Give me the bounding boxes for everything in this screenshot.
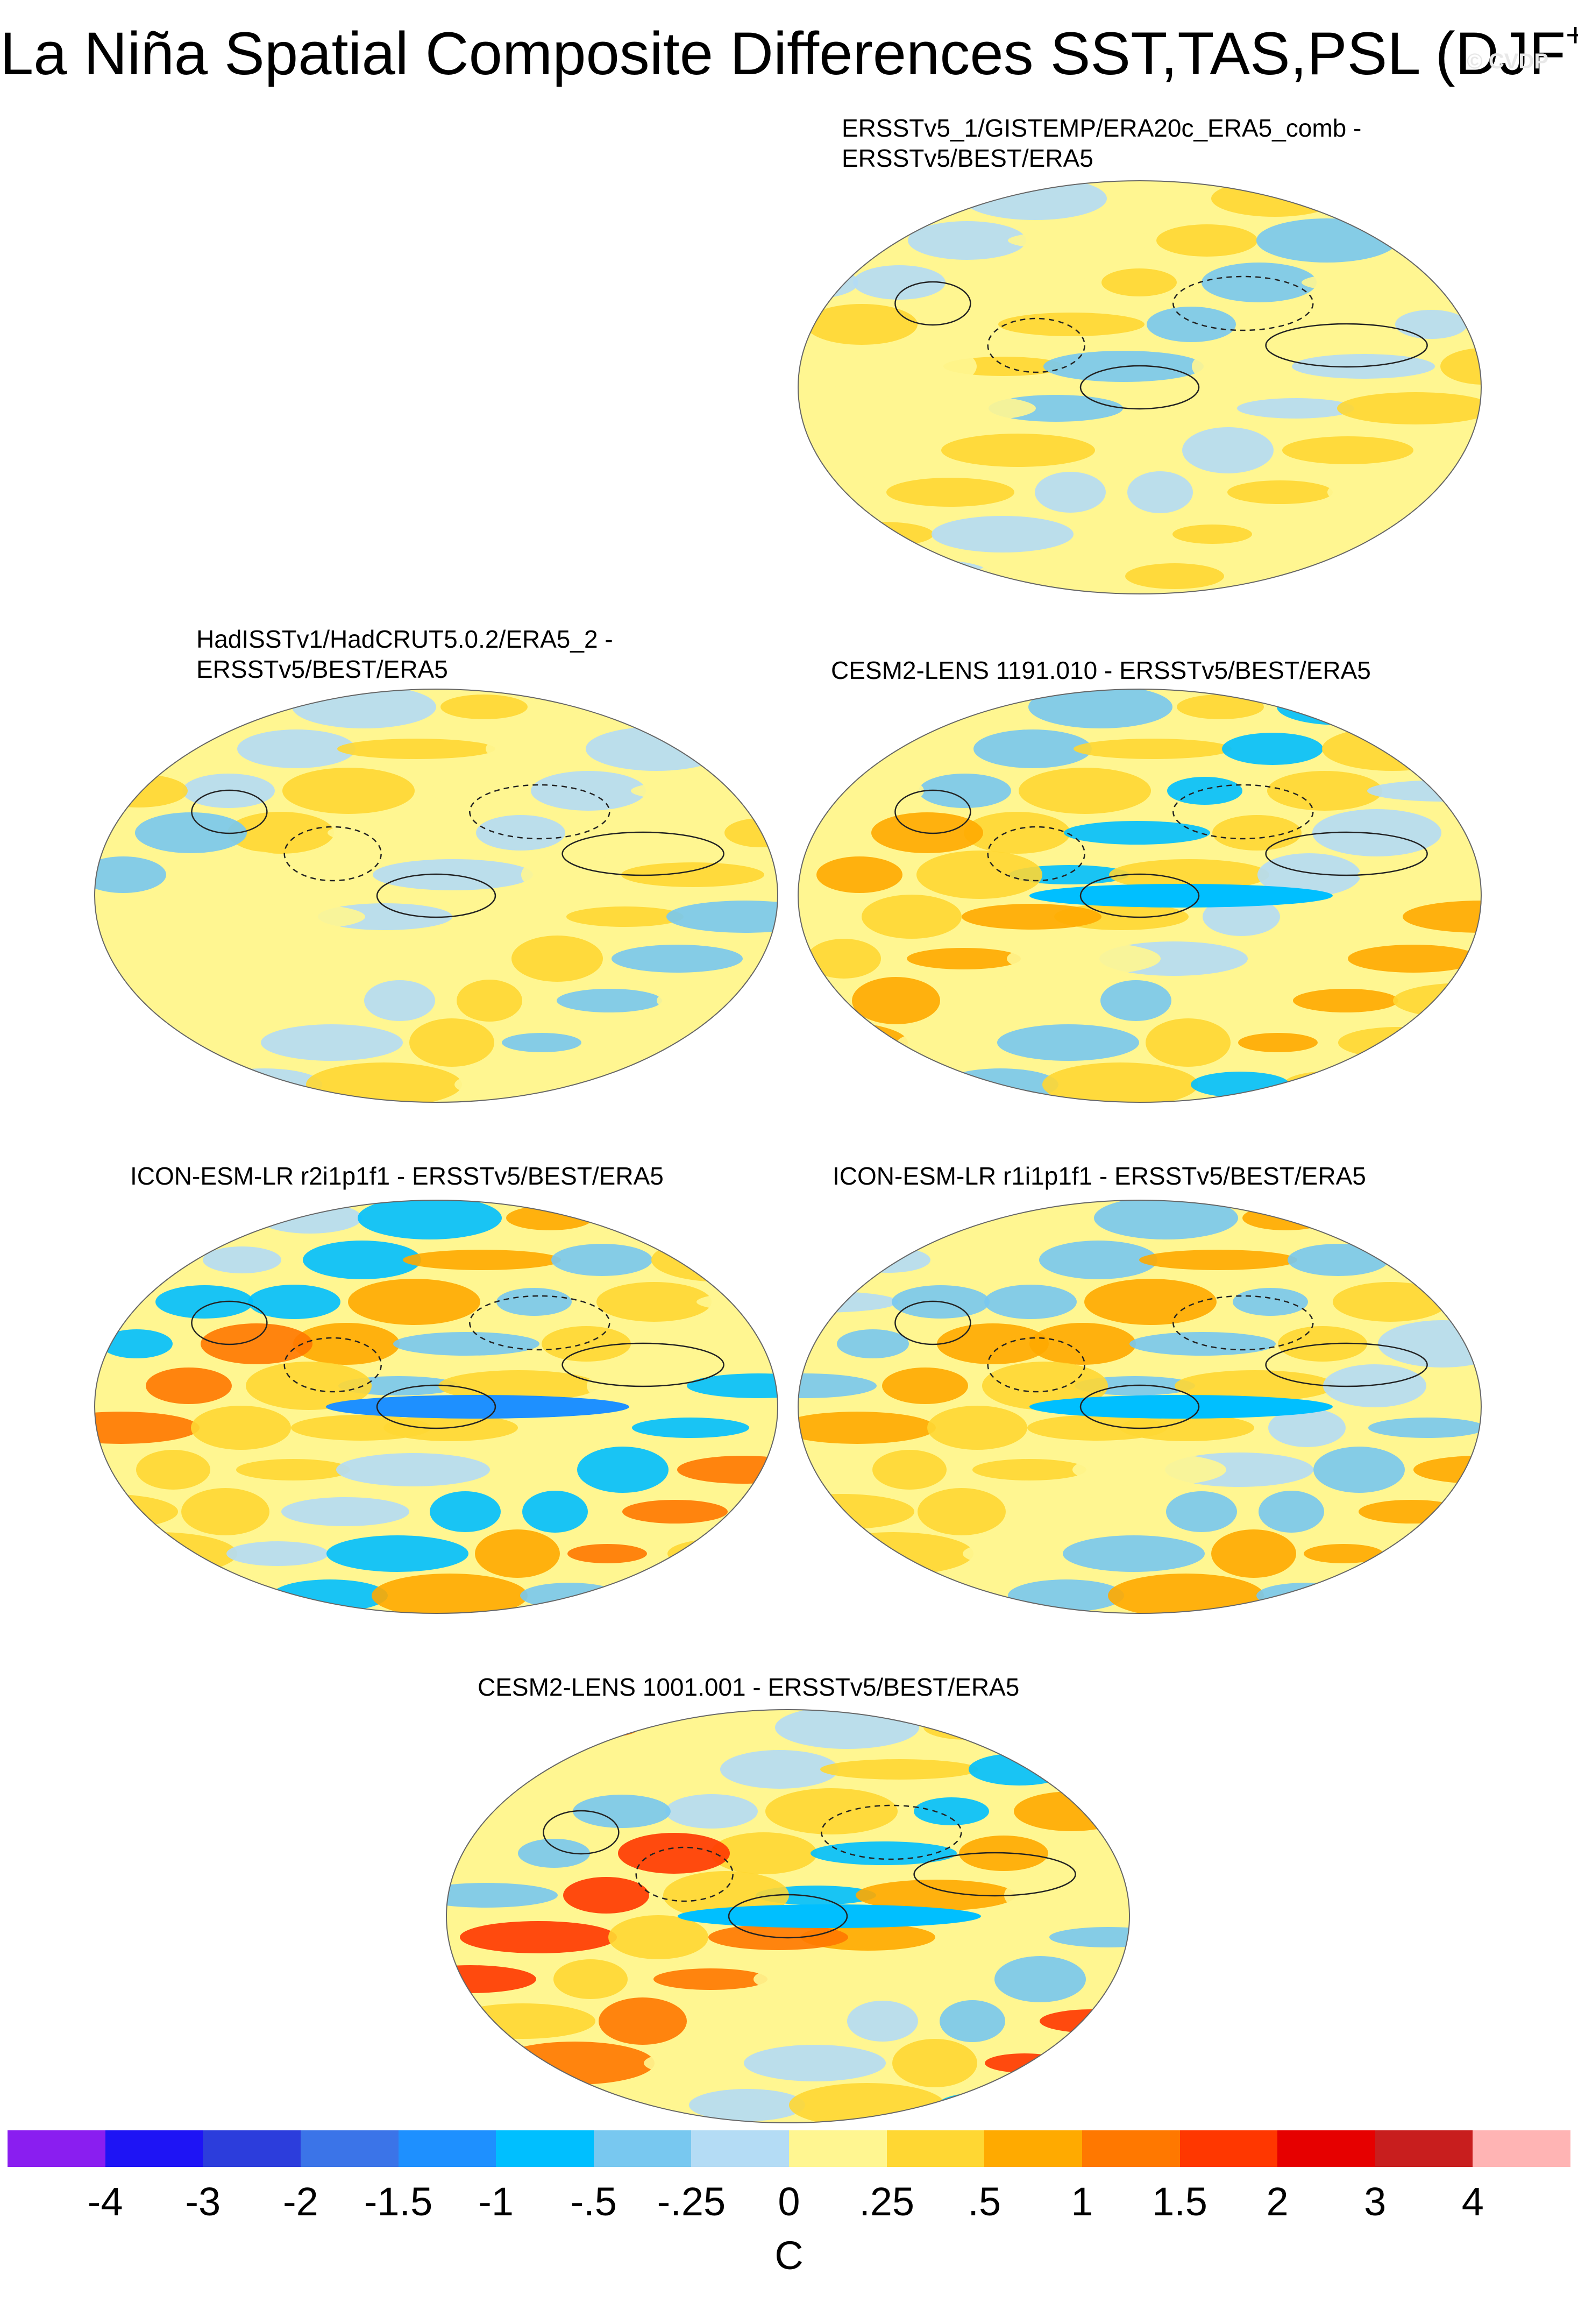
panel-4-title: ICON-ESM-LR r2i1p1f1 - ERSSTv5/BEST/ERA5 bbox=[130, 1162, 664, 1190]
map-panel-6 bbox=[446, 1709, 1130, 2123]
colorbar-box bbox=[105, 2130, 203, 2167]
panel-5-title: ICON-ESM-LR r1i1p1f1 - ERSSTv5/BEST/ERA5 bbox=[833, 1162, 1366, 1190]
colorbar-tick-label: 1.5 bbox=[1152, 2179, 1207, 2224]
colorbar-box bbox=[1473, 2130, 1570, 2167]
panel-3-title: CESM2-LENS 1191.010 - ERSSTv5/BEST/ERA5 bbox=[831, 656, 1371, 684]
map-panel-1 bbox=[798, 180, 1482, 594]
colorbar-tick-label: .25 bbox=[859, 2179, 915, 2224]
map-panel-5 bbox=[798, 1200, 1482, 1614]
map-panel-2 bbox=[94, 689, 778, 1103]
colorbar-box bbox=[1375, 2130, 1473, 2167]
colorbar-box bbox=[789, 2130, 887, 2167]
colorbar-box bbox=[593, 2130, 692, 2167]
colorbar-box bbox=[203, 2130, 301, 2167]
colorbar-box bbox=[496, 2130, 594, 2167]
colorbar-tick-label: .5 bbox=[968, 2179, 1001, 2224]
panel-6-title: CESM2-LENS 1001.001 - ERSSTv5/BEST/ERA5 bbox=[478, 1673, 1020, 1701]
colorbar-box bbox=[398, 2130, 496, 2167]
colorbar-tick-label: -.25 bbox=[657, 2179, 726, 2224]
colorbar-box bbox=[1179, 2130, 1278, 2167]
colorbar-tick-label: -4 bbox=[87, 2179, 123, 2224]
colorbar-box bbox=[300, 2130, 399, 2167]
colorbar-box bbox=[8, 2130, 105, 2167]
panel-2-title: HadISSTv1/HadCRUT5.0.2/ERA5_2 - ERSSTv5/B… bbox=[196, 625, 613, 683]
colorbar-tick-label: 1 bbox=[1071, 2179, 1093, 2224]
colorbar-box bbox=[984, 2130, 1082, 2167]
map-panel-3 bbox=[798, 689, 1482, 1103]
colorbar-box bbox=[1082, 2130, 1180, 2167]
colorbar-box bbox=[886, 2130, 985, 2167]
colorbar-box bbox=[1277, 2130, 1375, 2167]
colorbar-unit: C bbox=[774, 2233, 804, 2278]
map-panel-4 bbox=[94, 1200, 778, 1614]
colorbar-tick-label: -1.5 bbox=[364, 2179, 433, 2224]
watermark: © CVDP bbox=[1467, 49, 1548, 73]
colorbar-tick-label: 2 bbox=[1266, 2179, 1289, 2224]
colorbar-tick-label: -.5 bbox=[570, 2179, 617, 2224]
colorbar-tick-label: -3 bbox=[185, 2179, 221, 2224]
panel-1-title: ERSSTv5_1/GISTEMP/ERA20c_ERA5_comb - ERSS… bbox=[842, 114, 1362, 172]
colorbar-tick-label: -1 bbox=[478, 2179, 514, 2224]
colorbar-tick-label: 0 bbox=[778, 2179, 800, 2224]
colorbar-box bbox=[691, 2130, 789, 2167]
colorbar-tick-label: 4 bbox=[1461, 2179, 1484, 2224]
figure-title: La Niña Spatial Composite Differences SS… bbox=[0, 17, 1578, 87]
colorbar-tick-label: 3 bbox=[1364, 2179, 1387, 2224]
colorbar-tick-label: -2 bbox=[282, 2179, 318, 2224]
colorbar bbox=[8, 2130, 1570, 2167]
